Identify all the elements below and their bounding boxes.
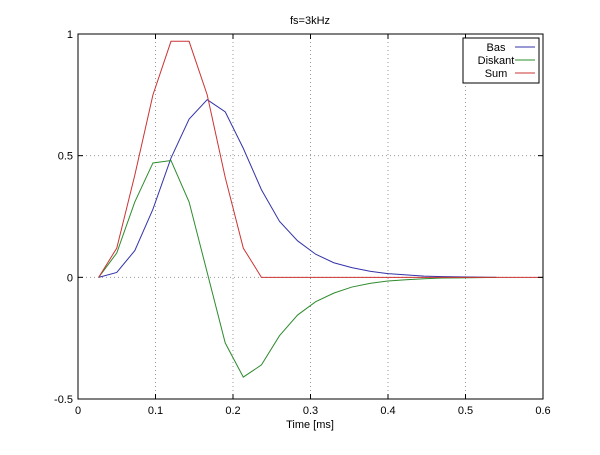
y-tick-label: -0.5 <box>54 394 73 406</box>
y-tick-label: 0.5 <box>58 151 73 163</box>
x-tick-label: 0 <box>75 405 81 417</box>
legend-label-diskant: Diskant <box>478 55 515 67</box>
chart-title: fs=3kHz <box>290 15 330 27</box>
series-line-sum <box>98 40 543 278</box>
plot-series <box>98 40 543 378</box>
series-line-diskant <box>98 159 497 378</box>
y-tick-label: 1 <box>67 29 73 41</box>
x-axis-label: Time [ms] <box>286 419 334 431</box>
x-tick-label: 0.3 <box>303 405 318 417</box>
legend-label-sum: Sum <box>485 68 508 80</box>
x-tick-label: 0.5 <box>458 405 473 417</box>
series-line-bas <box>98 99 497 278</box>
x-tick-label: 0.1 <box>148 405 163 417</box>
x-tick-label: 0.4 <box>380 405 395 417</box>
x-tick-label: 0.6 <box>535 405 550 417</box>
y-tick-label: 0 <box>67 272 73 284</box>
axis-ticks: 0 0.1 0.2 0.3 0.4 0.5 0.6-0.500.51 <box>54 29 551 417</box>
x-tick-label: 0.2 <box>225 405 240 417</box>
legend-label-bas: Bas <box>487 42 506 54</box>
